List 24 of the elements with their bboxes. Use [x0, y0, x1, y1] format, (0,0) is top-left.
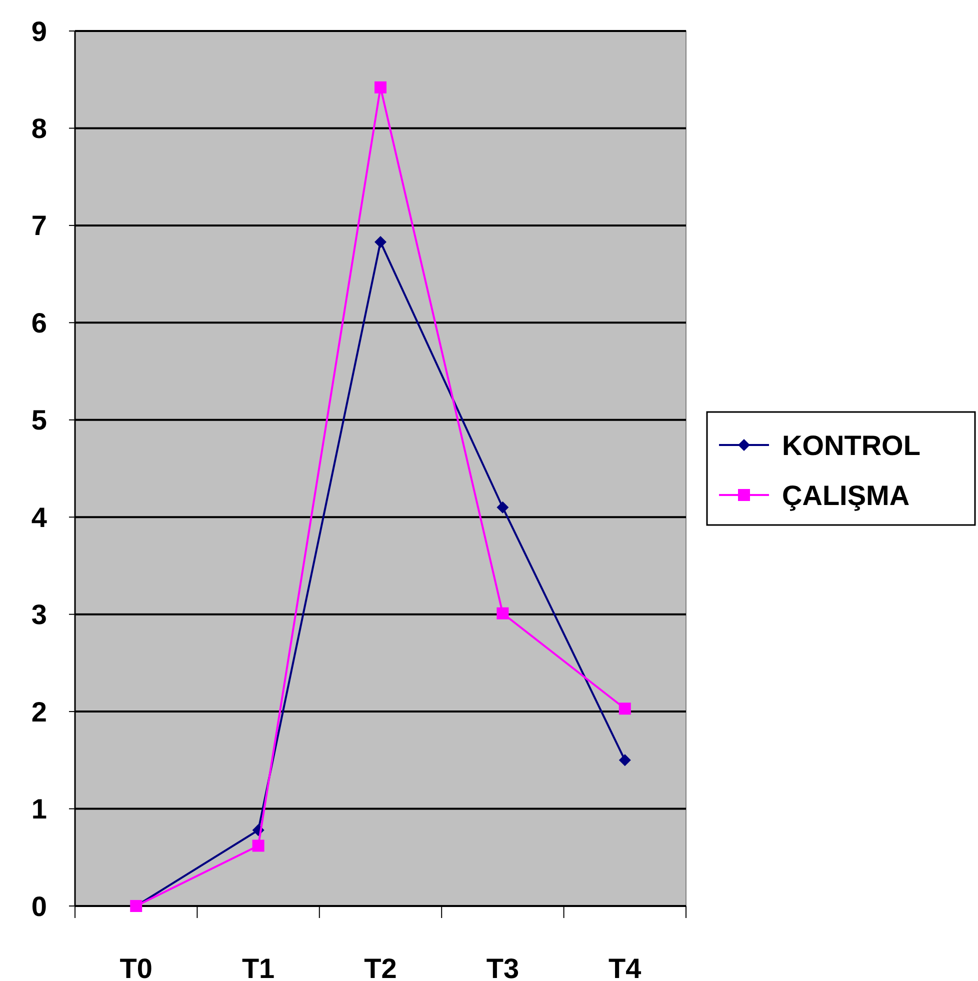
y-tick-label: 3: [31, 599, 47, 630]
point: [374, 236, 386, 248]
point: [618, 754, 631, 766]
point: [496, 607, 509, 620]
point: [496, 501, 509, 514]
x-tick-label: T1: [242, 953, 275, 981]
x-tick-label: T2: [364, 953, 397, 981]
x-tick-label: T3: [486, 953, 520, 981]
point: [374, 81, 386, 94]
x-tick-label: T0: [120, 953, 152, 981]
y-tick-label: 2: [31, 696, 47, 728]
x-tick-label: T4: [608, 953, 642, 981]
y-tick-label: 7: [31, 210, 47, 242]
point: [618, 702, 631, 715]
y-tick-label: 1: [31, 794, 47, 825]
point: [252, 840, 264, 852]
y-tick-label: 6: [31, 307, 47, 338]
legend-label: ÇALIŞMA: [782, 480, 910, 511]
legend-label: KONTROL: [782, 430, 920, 461]
y-tick-label: 0: [31, 890, 47, 922]
y-tick-label: 9: [31, 16, 47, 47]
y-tick-label: 5: [31, 404, 47, 436]
y-tick-label: 8: [31, 113, 47, 144]
y-tick-label: 4: [31, 502, 48, 533]
